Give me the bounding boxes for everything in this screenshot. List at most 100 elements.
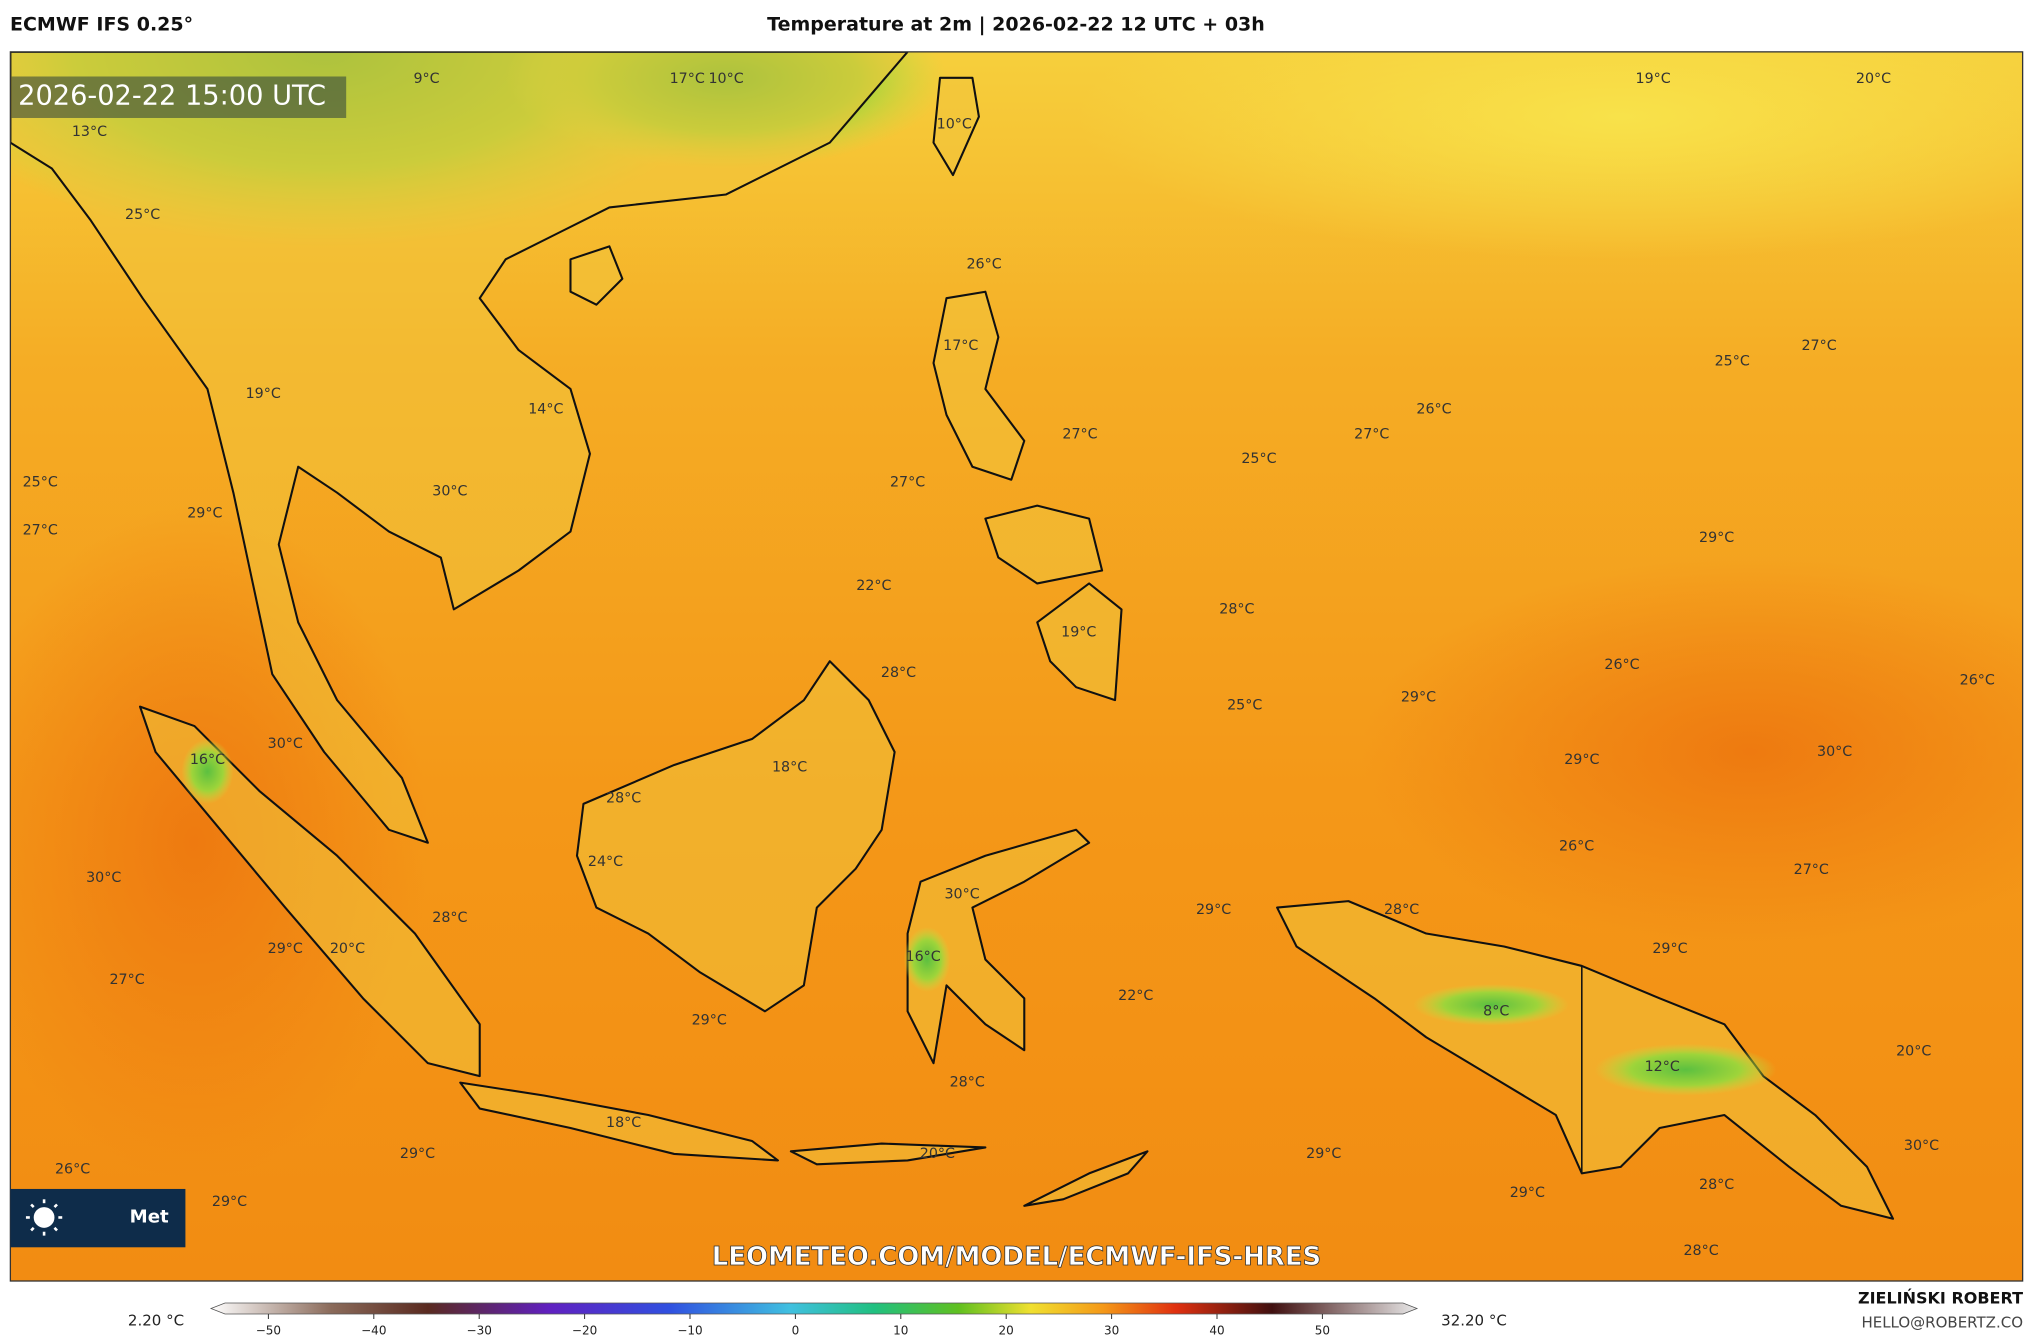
temperature-label: 18°C	[606, 1115, 641, 1131]
temperature-label: 17°C	[943, 338, 978, 354]
colorbar-tick-label: −30	[467, 1324, 492, 1338]
temperature-label: 25°C	[23, 474, 58, 490]
temperature-label: 27°C	[890, 474, 925, 490]
temperature-label: 29°C	[1510, 1185, 1545, 1201]
temperature-label: 28°C	[1219, 601, 1254, 617]
colorbar-tick-label: −20	[572, 1324, 597, 1338]
temperature-label: 10°C	[937, 116, 972, 132]
temperature-labels: 9°C 17°C 10°C 19°C 20°C10°C13°C25°C26°C17°C2…	[23, 71, 1995, 1259]
hainan	[569, 245, 624, 306]
temperature-label: 12°C	[1645, 1059, 1680, 1075]
temperature-label: 25°C	[1227, 697, 1262, 713]
temperature-label: 10°C	[708, 71, 743, 87]
temperature-label: 26°C	[1604, 657, 1639, 673]
colorbar-tick-label: 30	[1104, 1324, 1119, 1338]
temperature-label: 29°C	[1564, 752, 1599, 768]
shade	[1413, 984, 1569, 1026]
temperature-label: 26°C	[1416, 402, 1451, 418]
shade	[1361, 557, 2023, 947]
mindanao	[1036, 582, 1123, 702]
colorbar-tick-label: −40	[361, 1324, 386, 1338]
temperature-label: 29°C	[400, 1146, 435, 1162]
temperature-label: 19°C	[1061, 625, 1096, 641]
temperature-label: 29°C	[1699, 530, 1734, 546]
land	[10, 51, 1895, 1220]
temperature-label: 29°C	[187, 505, 222, 521]
temperature-label: 27°C	[1062, 426, 1097, 442]
temperature-label: 28°C	[1384, 902, 1419, 918]
temperature-label: 29°C	[1401, 690, 1436, 706]
temperature-label: 25°C	[1715, 354, 1750, 370]
shade	[1594, 1043, 1777, 1096]
temperature-label: 29°C	[212, 1194, 247, 1210]
colorbar-ticks: −50 −40 −30 −20 −10 0 10 20 30 40 50	[256, 1314, 1330, 1338]
temperature-label: 17°C	[670, 71, 705, 87]
temperature-label: 30°C	[1904, 1138, 1939, 1154]
taiwan	[932, 76, 980, 177]
temperature-label: 30°C	[432, 483, 467, 499]
temperature-label: 20°C	[920, 1146, 955, 1162]
temperature-label: 29°C	[1196, 902, 1231, 918]
temperature-label: 26°C	[1559, 839, 1594, 855]
timestamp: 2026-02-22 15:00 UTC	[18, 81, 326, 112]
temperature-label: 16°C	[190, 752, 225, 768]
temperature-label: 25°C	[1241, 451, 1276, 467]
temperature-label: 30°C	[944, 887, 979, 903]
temperature-label: 27°C	[1801, 338, 1836, 354]
temperature-label: 27°C	[1794, 862, 1829, 878]
sulawesi	[906, 828, 1091, 1065]
temperature-label: 29°C	[1306, 1146, 1341, 1162]
watermark: LEOMETEO.COM/MODEL/ECMWF-IFS-HRES	[712, 1242, 1321, 1272]
colorbar-tick-label: 0	[792, 1324, 800, 1338]
java	[459, 1081, 779, 1162]
temperature-label: 20°C	[1896, 1044, 1931, 1060]
temperature-label: 9°C	[413, 71, 439, 87]
shade	[903, 927, 951, 992]
temperature-label: 28°C	[950, 1075, 985, 1091]
shade	[181, 739, 234, 804]
temperature-label: 29°C	[692, 1012, 727, 1028]
temperature-label: 22°C	[856, 578, 891, 594]
luzon	[932, 290, 1026, 481]
temperature-label: 26°C	[55, 1161, 90, 1177]
colorbar-tick-label: 50	[1315, 1324, 1330, 1338]
model-name: ECMWF IFS 0.25°	[10, 14, 193, 36]
temperature-label: 18°C	[772, 760, 807, 776]
temperature-label: 26°C	[1960, 673, 1995, 689]
flores	[789, 1142, 987, 1166]
logo-sun	[25, 1199, 63, 1236]
colorbar-tick-label: −50	[256, 1324, 281, 1338]
colorbar-tick-label: 20	[999, 1324, 1014, 1338]
temperature-label: 30°C	[86, 870, 121, 886]
temperature-label: 19°C	[246, 386, 281, 402]
temperature-label: 28°C	[606, 791, 641, 807]
temperature-label: 27°C	[109, 972, 144, 988]
temperature-label: 16°C	[906, 949, 941, 965]
temperature-label: 8°C	[1483, 1003, 1509, 1019]
timestamp-box	[11, 76, 347, 118]
map: 9°C 17°C 10°C 19°C 20°C10°C13°C25°C26°C17°C2…	[9, 51, 2024, 1282]
temperature-label: 30°C	[268, 736, 303, 752]
indochina	[10, 51, 909, 844]
sumatra	[138, 705, 481, 1078]
temperature-label: 28°C	[1699, 1177, 1734, 1193]
temperature-label: 29°C	[268, 941, 303, 957]
temperature-label: 14°C	[528, 402, 563, 418]
temperature-label: 19°C	[1636, 71, 1671, 87]
borneo	[575, 660, 896, 1013]
temperature-label: 28°C	[432, 910, 467, 926]
temperature-label: 29°C	[1652, 941, 1687, 957]
temperature-label: 30°C	[1817, 744, 1852, 760]
temperature-label: 20°C	[1856, 71, 1891, 87]
temperature-label: 20°C	[330, 941, 365, 957]
temperature-label: 27°C	[23, 522, 58, 538]
map-frame	[9, 51, 2024, 1282]
credit-email: HELLO@ROBERTZ.CO	[1861, 1314, 2023, 1332]
temperature-label: 22°C	[1118, 988, 1153, 1004]
colorbar	[209, 1302, 1419, 1315]
map-title: Temperature at 2m | 2026-02-22 12 UTC + …	[767, 14, 1265, 36]
new-guinea	[1276, 900, 1895, 1220]
colorbar-tick-label: 10	[893, 1324, 908, 1338]
